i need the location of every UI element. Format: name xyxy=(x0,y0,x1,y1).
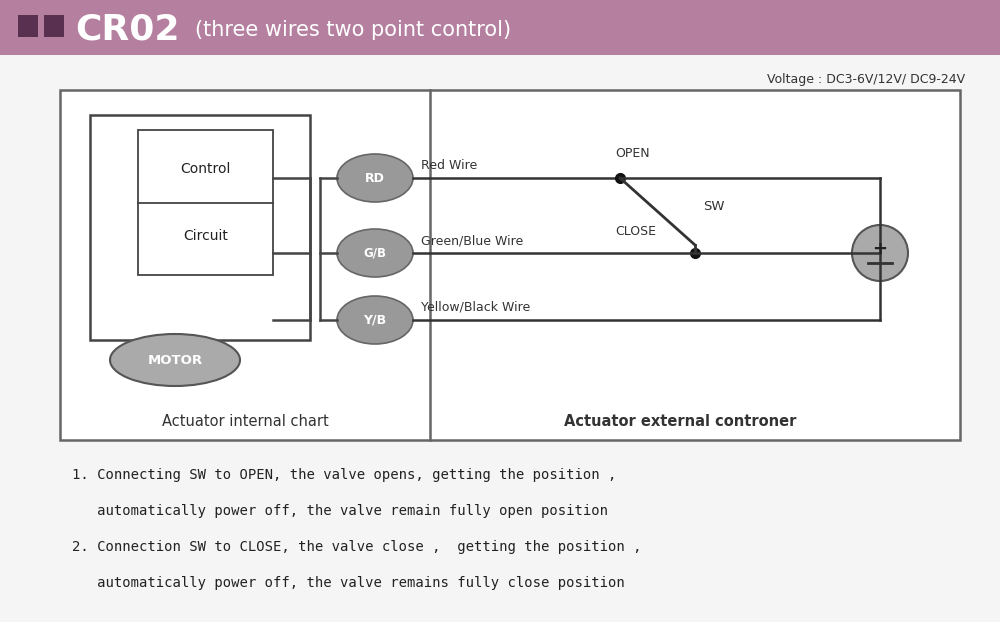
Text: MOTOR: MOTOR xyxy=(147,353,203,366)
Text: Yellow/Black Wire: Yellow/Black Wire xyxy=(421,301,530,314)
Circle shape xyxy=(852,225,908,281)
Text: CR02: CR02 xyxy=(75,12,180,46)
Text: Control: Control xyxy=(180,162,231,176)
Text: RD: RD xyxy=(365,172,385,185)
Text: Circuit: Circuit xyxy=(183,229,228,243)
Text: (three wires two point control): (three wires two point control) xyxy=(195,20,511,40)
Bar xyxy=(138,130,273,275)
Text: Green/Blue Wire: Green/Blue Wire xyxy=(421,234,523,247)
Ellipse shape xyxy=(337,296,413,344)
Bar xyxy=(90,115,310,340)
Text: +: + xyxy=(872,240,888,258)
Text: Y/B: Y/B xyxy=(363,313,387,327)
Text: G/B: G/B xyxy=(364,246,386,259)
Text: CLOSE: CLOSE xyxy=(615,225,656,238)
Text: OPEN: OPEN xyxy=(615,147,650,160)
Bar xyxy=(60,90,960,440)
Text: automatically power off, the valve remain fully open position: automatically power off, the valve remai… xyxy=(72,504,608,518)
Text: Actuator internal chart: Actuator internal chart xyxy=(162,414,328,430)
Text: automatically power off, the valve remains fully close position: automatically power off, the valve remai… xyxy=(72,576,625,590)
Text: 2. Connection SW to CLOSE, the valve close ,  getting the position ,: 2. Connection SW to CLOSE, the valve clo… xyxy=(72,540,642,554)
Text: 1. Connecting SW to OPEN, the valve opens, getting the position ,: 1. Connecting SW to OPEN, the valve open… xyxy=(72,468,616,482)
Bar xyxy=(44,15,64,37)
Text: Voltage : DC3-6V/12V/ DC9-24V: Voltage : DC3-6V/12V/ DC9-24V xyxy=(767,73,965,86)
Bar xyxy=(18,15,38,37)
Ellipse shape xyxy=(110,334,240,386)
Ellipse shape xyxy=(337,229,413,277)
Text: Actuator external controner: Actuator external controner xyxy=(564,414,796,430)
Text: SW: SW xyxy=(703,200,724,213)
Text: Red Wire: Red Wire xyxy=(421,159,477,172)
Ellipse shape xyxy=(337,154,413,202)
Bar xyxy=(0,0,1000,55)
